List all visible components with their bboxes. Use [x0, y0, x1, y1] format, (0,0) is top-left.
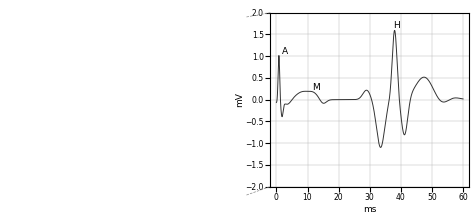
Text: M: M — [312, 83, 320, 92]
Text: H: H — [393, 21, 400, 30]
Text: A: A — [282, 47, 288, 56]
Y-axis label: mV: mV — [235, 92, 244, 107]
X-axis label: ms: ms — [363, 205, 376, 212]
